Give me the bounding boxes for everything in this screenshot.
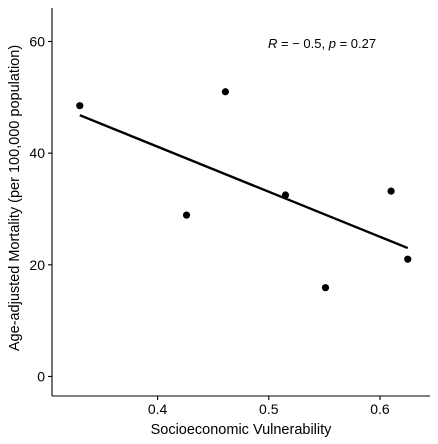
- annotation-p-symbol: p: [328, 36, 336, 51]
- axes: [51, 8, 430, 397]
- annotation-r-symbol: R: [268, 36, 277, 51]
- data-point: [281, 191, 290, 199]
- data-point: [404, 255, 412, 263]
- data-point: [387, 187, 395, 195]
- x-axis-ticks: 0.4 0.5 0.6: [148, 396, 390, 417]
- data-point: [76, 102, 84, 110]
- annotation-r-value: = − 0.5,: [277, 36, 328, 51]
- correlation-annotation: R = − 0.5, p = 0.27: [268, 36, 376, 51]
- x-tick-label: 0.4: [148, 401, 168, 417]
- x-tick-label: 0.6: [370, 401, 390, 417]
- data-point: [182, 211, 191, 219]
- data-point: [221, 88, 230, 96]
- plot-content: [76, 88, 412, 292]
- annotation-p-value: = 0.27: [336, 36, 376, 51]
- x-axis-title: Socioeconomic Vulnerability: [151, 422, 333, 438]
- y-axis-title: Age-adjusted Mortality (per 100,000 popu…: [7, 45, 23, 351]
- regression-line: [79, 114, 409, 250]
- y-tick-label: 0: [37, 368, 45, 384]
- y-tick-label: 60: [29, 33, 45, 49]
- y-tick-label: 40: [29, 145, 45, 161]
- data-point: [321, 284, 330, 292]
- y-tick-label: 20: [29, 257, 45, 273]
- x-tick-label: 0.5: [259, 401, 279, 417]
- y-axis-ticks: 0 20 40 60: [29, 33, 52, 384]
